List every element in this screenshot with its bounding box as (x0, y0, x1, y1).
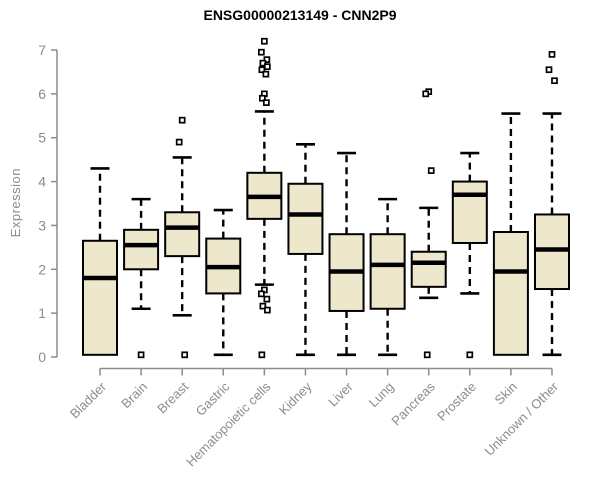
y-tick-label-6: 6 (38, 86, 46, 102)
box-breast (164, 211, 201, 258)
outlier-hematopoietic-cells-11 (258, 290, 265, 298)
outlier-hematopoietic-cells-15 (258, 351, 266, 359)
box-brain (123, 228, 160, 271)
outlier-breast-0 (178, 116, 186, 124)
outlier-breast-2 (181, 351, 189, 359)
x-tick-label-unknown-other: Unknown / Other (482, 379, 562, 459)
x-tick-label-lung: Lung (366, 379, 397, 410)
outlier-pancreas-2 (427, 167, 435, 174)
x-tick-label-skin: Skin (492, 379, 520, 407)
outlier-hematopoietic-cells-4 (264, 63, 271, 71)
x-tick-label-gastric: Gastric (193, 379, 233, 419)
outlier-hematopoietic-cells-9 (263, 99, 270, 106)
outlier-hematopoietic-cells-3 (259, 59, 267, 67)
box-lung (369, 233, 406, 310)
y-tick-label-0: 0 (38, 349, 46, 365)
box-skin (492, 231, 529, 356)
box-prostate (451, 180, 488, 244)
y-tick-label-1: 1 (38, 305, 46, 321)
chart-title: ENSG00000213149 - CNN2P9 (203, 7, 397, 23)
outlier-unknown-other-0 (548, 51, 556, 58)
outlier-brain-0 (137, 351, 145, 359)
y-tick-label-7: 7 (38, 42, 46, 58)
box-kidney (287, 182, 324, 255)
outlier-hematopoietic-cells-0 (261, 37, 268, 45)
outlier-unknown-other-1 (545, 66, 553, 74)
box-pancreas (410, 250, 447, 288)
outlier-hematopoietic-cells-5 (258, 66, 266, 74)
x-tick-label-liver: Liver (325, 379, 356, 410)
outlier-unknown-other-2 (551, 77, 558, 85)
x-tick-label-kidney: Kidney (276, 379, 315, 418)
outlier-hematopoietic-cells-2 (263, 56, 271, 63)
outlier-pancreas-3 (423, 351, 431, 359)
outlier-hematopoietic-cells-12 (263, 295, 271, 303)
box-bladder (82, 239, 118, 356)
outlier-prostate-0 (466, 351, 474, 359)
outlier-hematopoietic-cells-6 (262, 70, 270, 78)
x-tick-label-prostate: Prostate (434, 379, 479, 424)
outlier-breast-1 (175, 138, 183, 146)
y-tick-label-4: 4 (38, 174, 46, 190)
y-tick-label-5: 5 (38, 130, 46, 146)
y-tick-label-2: 2 (38, 261, 46, 277)
outlier-hematopoietic-cells-1 (258, 48, 265, 56)
outlier-pancreas-1 (422, 90, 430, 98)
x-tick-label-pancreas: Pancreas (388, 379, 438, 429)
outlier-hematopoietic-cells-13 (259, 302, 267, 310)
x-tick-label-breast: Breast (154, 379, 191, 416)
y-tick-label-3: 3 (38, 217, 46, 233)
x-tick-label-brain: Brain (118, 379, 150, 411)
outlier-hematopoietic-cells-14 (264, 306, 271, 314)
x-tick-label-bladder: Bladder (67, 379, 110, 422)
outlier-hematopoietic-cells-8 (259, 94, 266, 102)
